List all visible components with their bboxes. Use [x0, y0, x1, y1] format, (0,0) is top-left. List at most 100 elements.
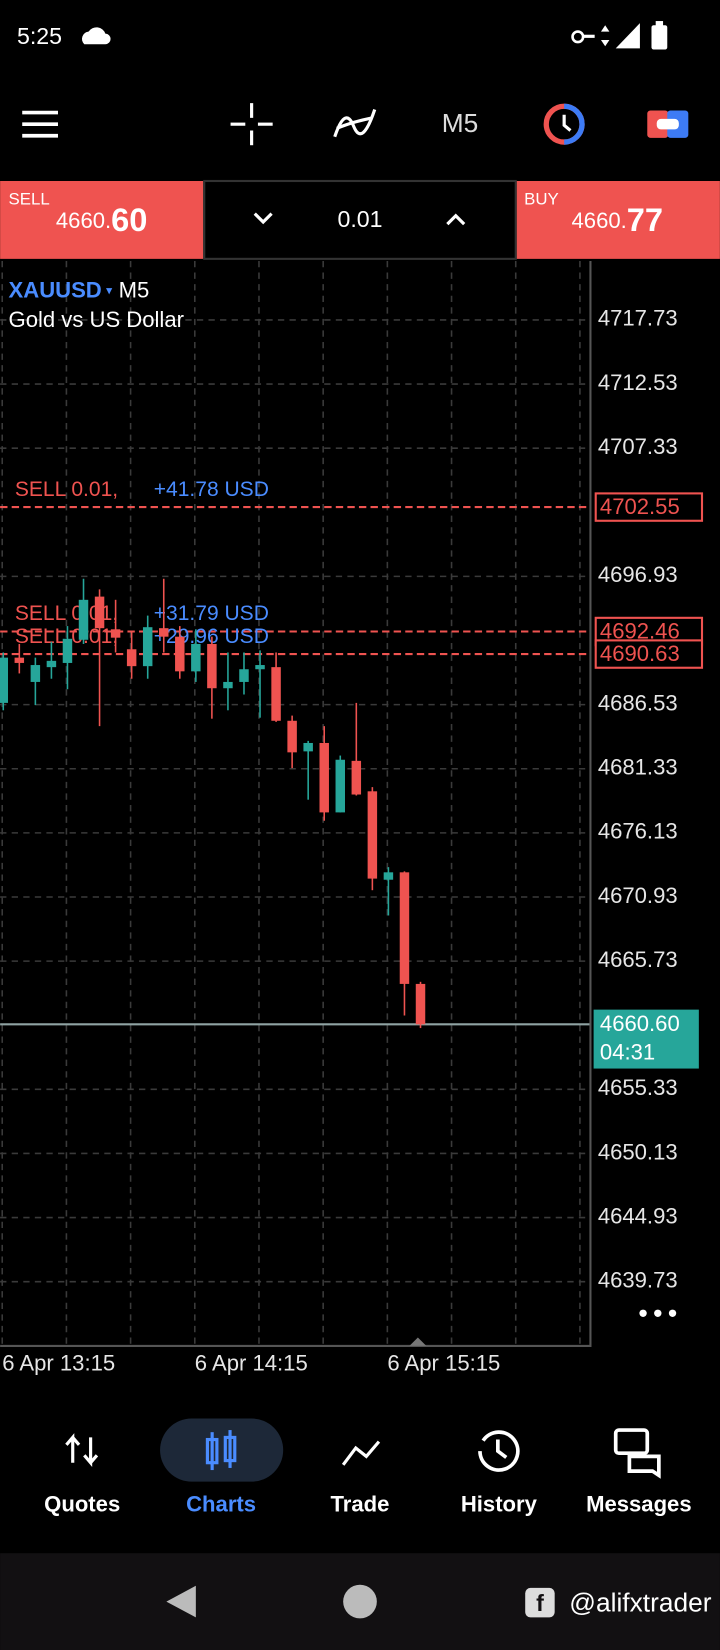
candle-body — [0, 657, 9, 703]
order-price-box — [594, 492, 704, 522]
order-side: SELL 0.01, — [15, 478, 118, 501]
back-button[interactable] — [166, 1585, 196, 1618]
crosshair-button[interactable] — [230, 103, 273, 146]
candle-body — [399, 872, 410, 984]
trade-icon — [341, 1440, 381, 1466]
nav-tab[interactable]: History — [461, 1492, 538, 1517]
sell-price-big: 60 — [111, 201, 147, 238]
last-price-box — [593, 1009, 699, 1069]
order-profit: +31.79 USD — [154, 602, 269, 625]
home-button[interactable] — [343, 1584, 377, 1619]
buy-price-big: 77 — [627, 201, 663, 238]
candle-body — [30, 665, 41, 682]
buy-price-main: 4660. — [572, 208, 627, 233]
nav-tab[interactable]: Quotes — [44, 1492, 120, 1517]
sell-price: 4660.60 — [56, 201, 148, 238]
y-tick-label: 4717.73 — [598, 306, 678, 331]
candle-body — [142, 627, 153, 667]
nav-tab[interactable]: Messages — [586, 1492, 692, 1517]
order-side: SELL 0.01, — [15, 602, 118, 625]
candle-body — [415, 983, 426, 1025]
clock-button[interactable] — [543, 103, 585, 145]
status-icons — [571, 21, 668, 50]
symbol-description: Gold vs US Dollar — [9, 307, 184, 332]
y-tick-label: 4707.33 — [598, 434, 678, 459]
candle-body — [191, 643, 201, 672]
cloud-icon — [82, 27, 111, 45]
x-tick-label: 6 Apr 13:15 — [2, 1351, 115, 1376]
sell-price-main: 4660. — [56, 208, 111, 233]
nav-tab[interactable]: Trade — [331, 1492, 390, 1517]
candle-body — [207, 643, 217, 689]
bottom-nav: Quotes Charts Trade History Messages — [44, 1492, 691, 1517]
candle-body — [383, 872, 394, 880]
candle-body — [62, 638, 73, 663]
grid — [0, 260, 591, 1345]
candle-body — [94, 596, 105, 629]
order-price-box — [594, 639, 704, 669]
more-button[interactable] — [639, 1309, 677, 1317]
facebook-icon — [525, 1587, 555, 1618]
y-tick-label: 4650.13 — [598, 1139, 678, 1164]
sell-button[interactable]: SELL 4660.60 — [0, 180, 204, 259]
order-price-label: 4702.55 — [600, 494, 680, 519]
candle-body — [351, 760, 362, 795]
nav-tab[interactable]: Charts — [186, 1492, 256, 1517]
candle-body — [335, 759, 346, 813]
candle-body — [78, 599, 89, 640]
y-tick-label: 4696.93 — [598, 562, 678, 587]
y-tick-label: 4681.33 — [598, 755, 678, 780]
one-click-trade-button[interactable] — [647, 110, 689, 138]
order-price-label: 4690.63 — [600, 641, 680, 666]
buy-price: 4660.77 — [572, 201, 664, 238]
charts-icon — [205, 1430, 237, 1471]
candle-body — [175, 636, 185, 672]
quotes-icon — [65, 1433, 99, 1467]
candle-body — [239, 669, 249, 682]
chart-timeframe: M5 — [119, 277, 150, 302]
candle-body — [223, 681, 233, 689]
lot-decrease[interactable] — [253, 212, 273, 225]
candles — [0, 578, 426, 1029]
order-price-label: 4692.46 — [600, 618, 680, 643]
candle-body — [14, 657, 25, 663]
candle-body — [46, 660, 57, 668]
history-icon — [478, 1430, 520, 1472]
candle-body — [255, 665, 265, 670]
order-side: SELL 0.01, — [15, 625, 118, 648]
candle-body — [159, 628, 169, 637]
messages-icon — [613, 1428, 661, 1479]
symbol[interactable]: XAUUSD — [9, 277, 102, 302]
last-price-label: 4660.60 — [600, 1011, 680, 1036]
order-lines: SELL 0.01, +41.78 USD SELL 0.01, +31.79 USD… — [0, 478, 591, 1026]
candle-body — [287, 720, 297, 753]
x-tick-label: 6 Apr 14:15 — [195, 1351, 308, 1376]
candle-body — [126, 649, 137, 667]
bar-countdown: 04:31 — [600, 1040, 655, 1065]
candle-body — [319, 742, 329, 813]
candle-body — [303, 742, 313, 752]
lot-size[interactable]: 0.01 — [337, 206, 382, 232]
candle-body — [271, 667, 281, 721]
buy-button[interactable]: BUY 4660.77 — [516, 180, 720, 259]
watermark: @alifxtrader — [569, 1588, 711, 1618]
status-time: 5:25 — [17, 23, 62, 49]
lot-increase[interactable] — [446, 213, 466, 226]
order-profit: +41.78 USD — [154, 478, 269, 501]
timeframe-button[interactable]: M5 — [442, 108, 479, 138]
lot-panel — [203, 179, 517, 260]
x-tick-label: 6 Apr 15:15 — [387, 1351, 500, 1376]
y-tick-label: 4655.33 — [598, 1075, 678, 1100]
sell-label: SELL — [9, 189, 50, 208]
candle-body — [110, 629, 121, 638]
buy-label: BUY — [524, 189, 559, 208]
menu-button[interactable] — [22, 110, 58, 138]
price-axis: 4717.73 4712.53 4707.33 4696.93 4686.53 4681.… — [2, 306, 704, 1376]
y-tick-label: 4644.93 — [598, 1203, 678, 1228]
indicators-button[interactable] — [333, 108, 377, 138]
y-tick-label: 4670.93 — [598, 883, 678, 908]
y-tick-label: 4665.73 — [598, 947, 678, 972]
